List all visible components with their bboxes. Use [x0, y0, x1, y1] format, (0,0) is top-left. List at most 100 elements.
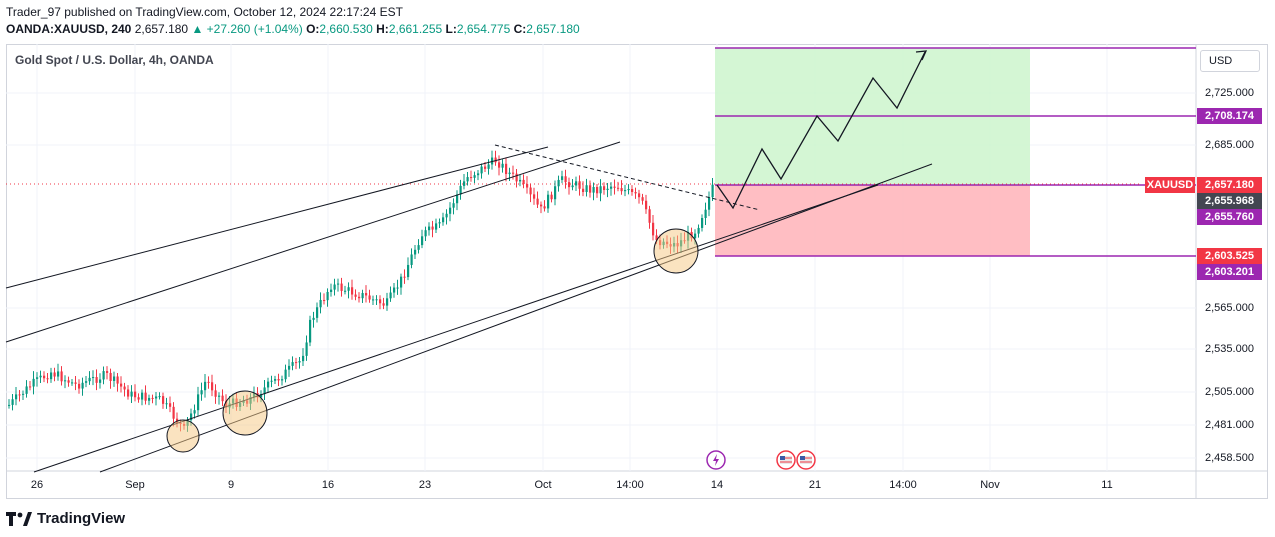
candle-body	[284, 369, 287, 380]
candle-body	[11, 399, 14, 405]
candle-body	[424, 230, 427, 237]
support-line-2[interactable]	[99, 163, 933, 473]
us-flag-icon[interactable]	[776, 450, 796, 470]
candle-body	[610, 186, 613, 189]
y-tick: 2,458.500	[1205, 452, 1254, 464]
brand-logo[interactable]: TradingView	[6, 510, 125, 527]
open-key: O:	[306, 22, 320, 36]
candle-body	[260, 394, 263, 398]
high-value: 2,661.255	[388, 22, 443, 36]
candle-body	[113, 376, 116, 381]
candle-body	[155, 396, 158, 399]
candle-body	[281, 379, 284, 381]
channel-inner-line[interactable]	[5, 141, 621, 343]
candle-body	[442, 217, 445, 223]
target-price-label: 2,708.174	[1197, 108, 1262, 124]
candle-body	[267, 381, 270, 388]
candle-body	[711, 184, 714, 198]
candle-body	[648, 209, 651, 223]
loss-zone[interactable]	[715, 185, 1030, 256]
candle-body	[512, 172, 515, 174]
projection-path[interactable]	[716, 51, 926, 210]
candle-body	[603, 186, 606, 191]
candle-body	[473, 175, 476, 178]
candle-body	[39, 375, 42, 378]
candle-body	[106, 371, 109, 373]
x-tick: Sep	[125, 479, 145, 491]
candle-body	[396, 287, 399, 289]
candle-body	[393, 287, 396, 293]
candle-body	[15, 394, 18, 400]
candle-body	[36, 377, 39, 379]
candle-body	[701, 217, 704, 228]
pivot-circle-3[interactable]	[653, 228, 699, 274]
candle-body	[309, 319, 312, 343]
candle-body	[274, 379, 277, 381]
candle-body	[585, 185, 588, 193]
candle-body	[533, 194, 536, 199]
candle-body	[431, 226, 434, 230]
candle-body	[99, 379, 102, 383]
candle-body	[582, 188, 585, 193]
candle-body	[634, 192, 637, 194]
dashed-resistance-line[interactable]	[494, 144, 761, 211]
us-flag-icon[interactable]	[796, 450, 816, 470]
candle-body	[638, 193, 641, 198]
candle-body	[421, 236, 424, 246]
x-tick: 21	[808, 479, 822, 491]
open-value: 2,660.530	[319, 22, 373, 36]
candle-body	[620, 188, 623, 192]
candle-body	[386, 298, 389, 306]
candle-body	[540, 204, 543, 207]
candle-body	[417, 245, 420, 250]
publish-line: Trader_97 published on TradingView.com, …	[6, 5, 403, 19]
candle-body	[624, 190, 627, 192]
candle-body	[344, 290, 347, 292]
candle-body	[291, 362, 294, 366]
y-tick: 2,505.000	[1205, 386, 1254, 398]
support-line-1[interactable]	[33, 184, 879, 473]
x-tick: Oct	[534, 479, 552, 491]
channel-upper-line[interactable]	[5, 146, 549, 289]
candle-body	[694, 233, 697, 239]
candle-body	[29, 386, 32, 388]
y-tick: 2,725.000	[1205, 87, 1254, 99]
candle-body	[330, 289, 333, 292]
candle-body	[470, 177, 473, 179]
candle-body	[466, 177, 469, 182]
candle-body	[148, 397, 151, 401]
currency-button[interactable]: USD	[1200, 50, 1260, 72]
candle-body	[85, 381, 88, 383]
candle-body	[368, 295, 371, 300]
candle-body	[78, 383, 81, 389]
candle-body	[536, 198, 539, 205]
candle-body	[305, 342, 308, 356]
candle-body	[158, 396, 161, 398]
x-tick: 9	[227, 479, 235, 491]
x-tick: 14	[710, 479, 724, 491]
pivot-circle-1[interactable]	[166, 419, 200, 453]
candle-body	[337, 283, 340, 285]
candle-body	[204, 381, 207, 391]
lightning-icon[interactable]	[706, 450, 726, 470]
candle-body	[22, 393, 25, 395]
candle-body	[414, 249, 417, 255]
candle-body	[109, 372, 112, 381]
ohlc-line: OANDA:XAUUSD, 240 2,657.180 ▲ +27.260 (+…	[6, 22, 580, 36]
chart-title: Gold Spot / U.S. Dollar, 4h, OANDA	[15, 53, 214, 67]
candle-body	[288, 365, 291, 370]
candle-body	[270, 380, 273, 382]
chart-frame[interactable]	[6, 44, 1268, 499]
symbol-label[interactable]: OANDA:XAUUSD, 240	[6, 22, 132, 36]
entry-price-label: 2,655.760	[1197, 209, 1262, 225]
tradingview-logo-icon	[6, 511, 32, 526]
candle-body	[641, 197, 644, 201]
candle-body	[333, 284, 336, 290]
candle-body	[480, 166, 483, 174]
pivot-circle-2[interactable]	[222, 390, 268, 436]
mid-price-label: 2,655.968	[1197, 193, 1262, 209]
x-tick: 26	[30, 479, 44, 491]
candle-body	[487, 164, 490, 169]
candle-body	[449, 207, 452, 214]
